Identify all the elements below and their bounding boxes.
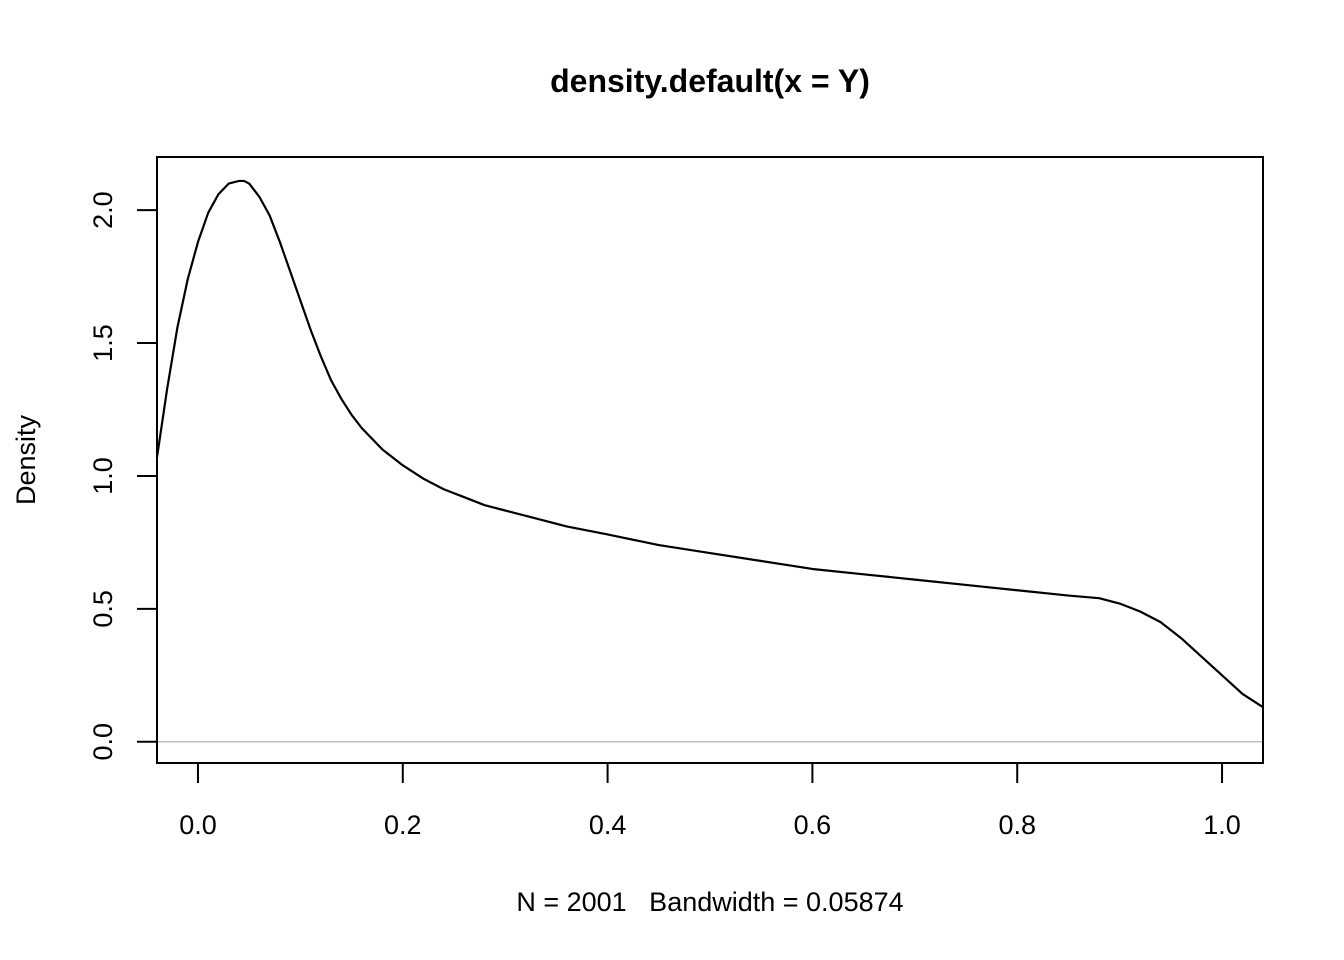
density-curve	[155, 179, 1264, 709]
y-tick-label: 0.0	[88, 723, 118, 761]
x-tick-label: 0.8	[998, 810, 1036, 840]
x-tick-label: 0.0	[179, 810, 217, 840]
x-tick-label: 0.2	[384, 810, 422, 840]
x-tick-label: 0.6	[794, 810, 832, 840]
x-tick-label: 0.4	[589, 810, 627, 840]
plot-frame	[156, 156, 1264, 764]
x-tick-label: 1.0	[1203, 810, 1241, 840]
y-tick-label: 2.0	[88, 191, 118, 229]
y-tick-label: 1.5	[88, 324, 118, 362]
y-tick-label: 1.0	[88, 457, 118, 495]
y-axis-label: Density	[11, 414, 41, 505]
plot-area	[155, 179, 1264, 743]
y-tick-label: 0.5	[88, 590, 118, 628]
y-axis: 0.0 0.5 1.0 1.5 2.0	[88, 191, 158, 761]
x-axis: 0.0 0.2 0.4 0.6 0.8 1.0	[179, 762, 1241, 840]
chart-title: density.default(x = Y)	[550, 63, 870, 99]
x-axis-label: N = 2001 Bandwidth = 0.05874	[516, 887, 903, 917]
